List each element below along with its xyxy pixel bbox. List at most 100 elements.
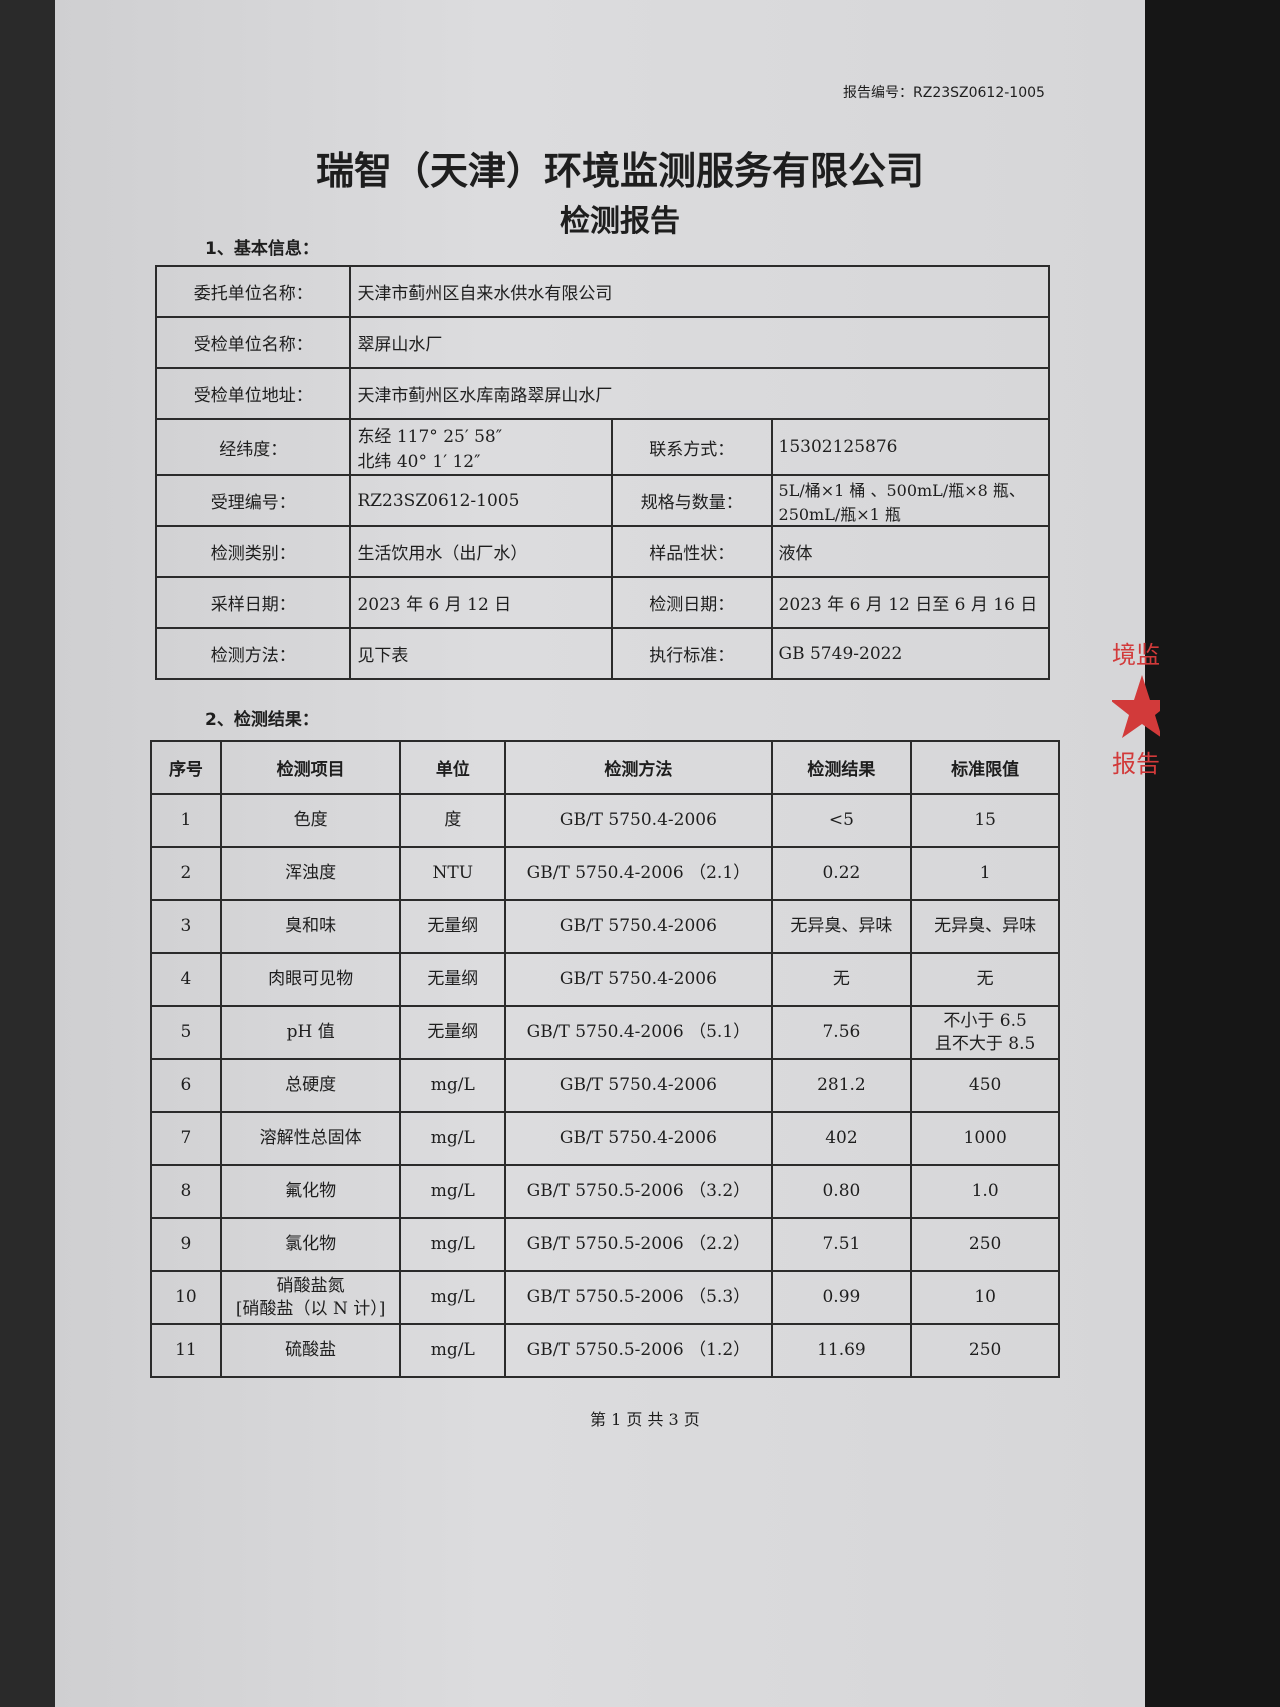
test-result: 7.56	[770, 1005, 913, 1060]
label: 规格与数量：	[610, 474, 773, 527]
table-row: 1 色度 度 GB/T 5750.4-2006 <5 15	[150, 793, 1060, 848]
test-method: GB/T 5750.5-2006 （5.3）	[504, 1270, 773, 1325]
value: RZ23SZ0612-1005	[349, 474, 613, 527]
unit-text: 无量纲	[427, 916, 479, 937]
value: 天津市蓟州区自来水供水有限公司	[349, 265, 1050, 318]
latitude: 北纬 40° 1′ 12″	[357, 452, 481, 472]
test-method: GB/T 5750.4-2006 （2.1）	[504, 846, 773, 901]
test-method: GB/T 5750.5-2006 （3.2）	[504, 1164, 773, 1219]
test-result-text: 0.80	[822, 1181, 861, 1202]
test-result: 无	[770, 952, 913, 1007]
row-number-text: 5	[180, 1022, 192, 1043]
coordinates: 东经 117° 25′ 58″ 北纬 40° 1′ 12″	[349, 418, 613, 476]
standard-limit: 1.0	[910, 1164, 1060, 1219]
label: 检测方法：	[154, 627, 352, 680]
test-result: 281.2	[770, 1058, 913, 1113]
info-row: 受理编号： RZ23SZ0612-1005 规格与数量： 5L/桶×1 桶 、50…	[154, 474, 1051, 527]
test-item-text: 总硬度	[285, 1075, 337, 1096]
stamp-text: 境监	[1112, 641, 1160, 669]
test-method-text: GB/T 5750.4-2006	[559, 1128, 717, 1149]
unit: mg/L	[399, 1058, 507, 1113]
value: 2023 年 6 月 12 日	[349, 576, 613, 629]
info-row: 检测方法： 见下表 执行标准： GB 5749-2022	[154, 627, 1051, 680]
test-result: 402	[770, 1111, 913, 1166]
test-result-text: 0.22	[822, 863, 861, 884]
row-number: 1	[150, 793, 222, 848]
test-item: 色度	[219, 793, 402, 848]
spec: 5L/桶×1 桶 、500mL/瓶×8 瓶、 250mL/瓶×1 瓶	[770, 474, 1051, 527]
standard-limit: 450	[910, 1058, 1060, 1113]
background	[1145, 0, 1280, 1707]
unit-text: 无量纲	[427, 969, 479, 990]
test-item-text: 氟化物	[285, 1181, 337, 1202]
test-method: GB/T 5750.4-2006	[504, 899, 773, 954]
test-result-text: 11.69	[817, 1340, 866, 1361]
table-row: 11 硫酸盐 mg/L GB/T 5750.5-2006 （1.2） 11.69 250	[150, 1323, 1060, 1378]
row-number-text: 6	[180, 1075, 192, 1096]
test-method-text: GB/T 5750.5-2006 （2.2）	[526, 1234, 751, 1255]
test-method: GB/T 5750.4-2006	[504, 952, 773, 1007]
test-item-text: 色度	[293, 810, 328, 831]
stamp-text: 报告	[1112, 750, 1160, 778]
test-method: GB/T 5750.4-2006	[504, 1111, 773, 1166]
unit: mg/L	[399, 1164, 507, 1219]
standard-limit: 250	[910, 1217, 1060, 1272]
col-item: 检测项目	[219, 740, 402, 795]
row-number: 8	[150, 1164, 222, 1219]
standard-limit: 1	[910, 846, 1060, 901]
unit: NTU	[399, 846, 507, 901]
row-number: 6	[150, 1058, 222, 1113]
test-item-text: 溶解性总固体	[259, 1128, 362, 1149]
unit: 无量纲	[399, 1005, 507, 1060]
test-result-text: 281.2	[817, 1075, 866, 1096]
label: 检测日期：	[610, 576, 773, 629]
row-number: 5	[150, 1005, 222, 1060]
table-row: 9 氯化物 mg/L GB/T 5750.5-2006 （2.2） 7.51 250	[150, 1217, 1060, 1272]
standard-limit-text: 且不大于 8.5	[934, 1033, 1036, 1054]
test-item: 总硬度	[219, 1058, 402, 1113]
table-row: 6 总硬度 mg/L GB/T 5750.4-2006 281.2 450	[150, 1058, 1060, 1113]
col-unit: 单位	[399, 740, 507, 795]
standard-limit-text: 10	[974, 1287, 996, 1308]
document-title: 检测报告	[560, 204, 680, 239]
test-item: 肉眼可见物	[219, 952, 402, 1007]
unit-text: mg/L	[430, 1181, 475, 1202]
info-row: 委托单位名称： 天津市蓟州区自来水供水有限公司	[154, 265, 1050, 318]
standard-limit-text: 250	[968, 1234, 1002, 1255]
red-seal-stamp: 境监 报告	[1110, 635, 1174, 835]
test-item: 臭和味	[219, 899, 402, 954]
value: 天津市蓟州区水库南路翠屏山水厂	[349, 367, 1050, 420]
page-number: 第 1 页 共 3 页	[590, 1410, 700, 1429]
unit-text: mg/L	[430, 1128, 475, 1149]
value: 15302125876	[770, 418, 1051, 476]
info-row: 受检单位名称： 翠屏山水厂	[154, 316, 1050, 369]
test-result: 0.80	[770, 1164, 913, 1219]
row-number: 11	[150, 1323, 222, 1378]
test-method: GB/T 5750.4-2006	[504, 793, 773, 848]
col-result: 检测结果	[770, 740, 913, 795]
row-number: 3	[150, 899, 222, 954]
row-number-text: 1	[180, 810, 192, 831]
test-method: GB/T 5750.5-2006 （2.2）	[504, 1217, 773, 1272]
label: 受检单位地址：	[154, 367, 352, 420]
test-result-text: 无异臭、异味	[790, 916, 893, 937]
test-item-text: 硝酸盐氮	[276, 1276, 345, 1297]
info-row: 经纬度： 东经 117° 25′ 58″ 北纬 40° 1′ 12″ 联系方式： 1…	[154, 418, 1051, 476]
test-method: GB/T 5750.5-2006 （1.2）	[504, 1323, 773, 1378]
unit-text: NTU	[432, 863, 474, 884]
standard-limit: 15	[910, 793, 1060, 848]
test-item: 硫酸盐	[219, 1323, 402, 1378]
section-basic-info-title: 1、基本信息：	[205, 239, 319, 259]
label: 执行标准：	[610, 627, 773, 680]
test-item-text: 浑浊度	[285, 863, 337, 884]
unit: mg/L	[399, 1111, 507, 1166]
label: 采样日期：	[154, 576, 352, 629]
value: 翠屏山水厂	[349, 316, 1050, 369]
info-row: 采样日期： 2023 年 6 月 12 日 检测日期： 2023 年 6 月 12 …	[154, 576, 1051, 629]
test-method-text: GB/T 5750.5-2006 （3.2）	[526, 1181, 751, 1202]
test-result: 0.22	[770, 846, 913, 901]
test-method-text: GB/T 5750.4-2006 （5.1）	[526, 1022, 751, 1043]
standard-limit: 不小于 6.5 且不大于 8.5	[910, 1005, 1060, 1060]
table-row: 3 臭和味 无量纲 GB/T 5750.4-2006 无异臭、异味 无异臭、异味	[150, 899, 1060, 954]
info-row: 检测类别： 生活饮用水（出厂水） 样品性状： 液体	[154, 525, 1051, 578]
